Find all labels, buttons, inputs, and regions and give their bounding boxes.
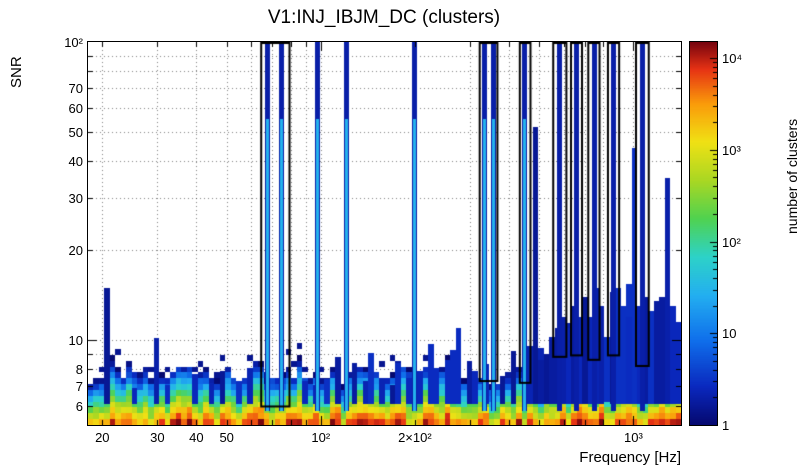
heatmap-canvas: [88, 42, 681, 425]
y-tick-label: 50: [68, 124, 83, 140]
x-tick-label: 10²: [311, 430, 331, 445]
colorbar-tick-label: 10³: [722, 142, 741, 158]
y-tick-label: 10²: [64, 35, 83, 50]
x-tick-label: 30: [150, 430, 165, 445]
y-tick-label: 8: [75, 362, 83, 378]
x-tick-label: 20: [95, 430, 110, 445]
y-tick-label: 6: [75, 399, 83, 415]
colorbar-tick-label: 10: [722, 326, 737, 342]
y-tick-label: 70: [68, 81, 83, 97]
x-tick-label: 40: [189, 430, 204, 445]
chart-title: V1:INJ_IBJM_DC (clusters): [267, 7, 501, 28]
colorbar: [689, 41, 718, 426]
colorbar-tick-label: 10²: [722, 234, 741, 250]
y-tick-label: 30: [68, 190, 83, 206]
y-tick-label: 60: [68, 101, 83, 117]
y-axis-title: SNR: [8, 56, 25, 88]
y-tick-label: 7: [75, 379, 83, 395]
y-tick-label: 20: [68, 243, 83, 259]
colorbar-tick-label: 1: [722, 418, 730, 433]
y-tick-label: 10: [68, 333, 83, 349]
x-tick-label: 50: [219, 430, 234, 445]
x-tick-label: 2×10²: [398, 430, 432, 445]
y-tick-label: 40: [68, 153, 83, 169]
colorbar-title: number of clusters: [784, 118, 800, 234]
plot-area: [87, 41, 682, 426]
x-tick-label: 10³: [623, 430, 643, 445]
x-axis-title: Frequency [Hz]: [579, 449, 681, 466]
colorbar-canvas: [690, 42, 717, 425]
colorbar-tick-label: 10⁴: [722, 51, 743, 67]
